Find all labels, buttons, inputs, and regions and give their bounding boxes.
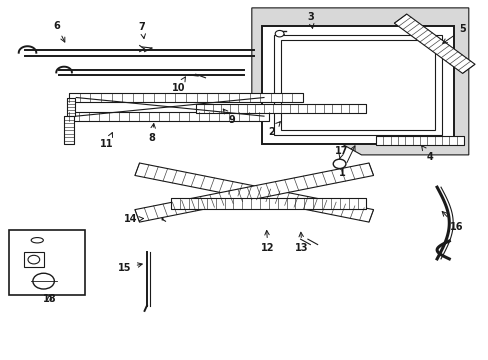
Polygon shape xyxy=(281,40,434,130)
Text: 12: 12 xyxy=(261,230,274,253)
Text: 6: 6 xyxy=(53,21,65,42)
Text: 16: 16 xyxy=(441,211,463,231)
Text: 13: 13 xyxy=(295,232,308,253)
Text: 10: 10 xyxy=(172,77,185,93)
Text: 15: 15 xyxy=(118,263,142,273)
Text: 5: 5 xyxy=(442,24,466,43)
Polygon shape xyxy=(67,98,75,116)
Polygon shape xyxy=(393,14,474,73)
Polygon shape xyxy=(135,163,373,222)
Circle shape xyxy=(275,31,284,37)
Polygon shape xyxy=(64,116,74,144)
Text: 7: 7 xyxy=(139,22,145,39)
Text: 18: 18 xyxy=(42,294,56,304)
Text: 3: 3 xyxy=(306,12,313,28)
Polygon shape xyxy=(69,112,268,121)
Polygon shape xyxy=(375,136,463,145)
Text: 2: 2 xyxy=(267,122,280,136)
Text: 17: 17 xyxy=(335,145,348,158)
Polygon shape xyxy=(273,35,441,135)
Text: 9: 9 xyxy=(223,109,235,125)
Polygon shape xyxy=(251,8,468,155)
Text: 11: 11 xyxy=(100,132,114,149)
Bar xyxy=(9,230,85,295)
Polygon shape xyxy=(171,198,366,209)
Circle shape xyxy=(332,159,345,168)
Text: 14: 14 xyxy=(124,215,143,224)
Text: 1: 1 xyxy=(338,146,354,178)
Polygon shape xyxy=(135,163,373,222)
Polygon shape xyxy=(195,104,366,113)
Ellipse shape xyxy=(31,238,43,243)
Polygon shape xyxy=(261,26,453,144)
Polygon shape xyxy=(69,93,303,102)
Text: 4: 4 xyxy=(421,146,432,162)
Text: 8: 8 xyxy=(148,123,155,143)
Bar xyxy=(24,252,43,267)
